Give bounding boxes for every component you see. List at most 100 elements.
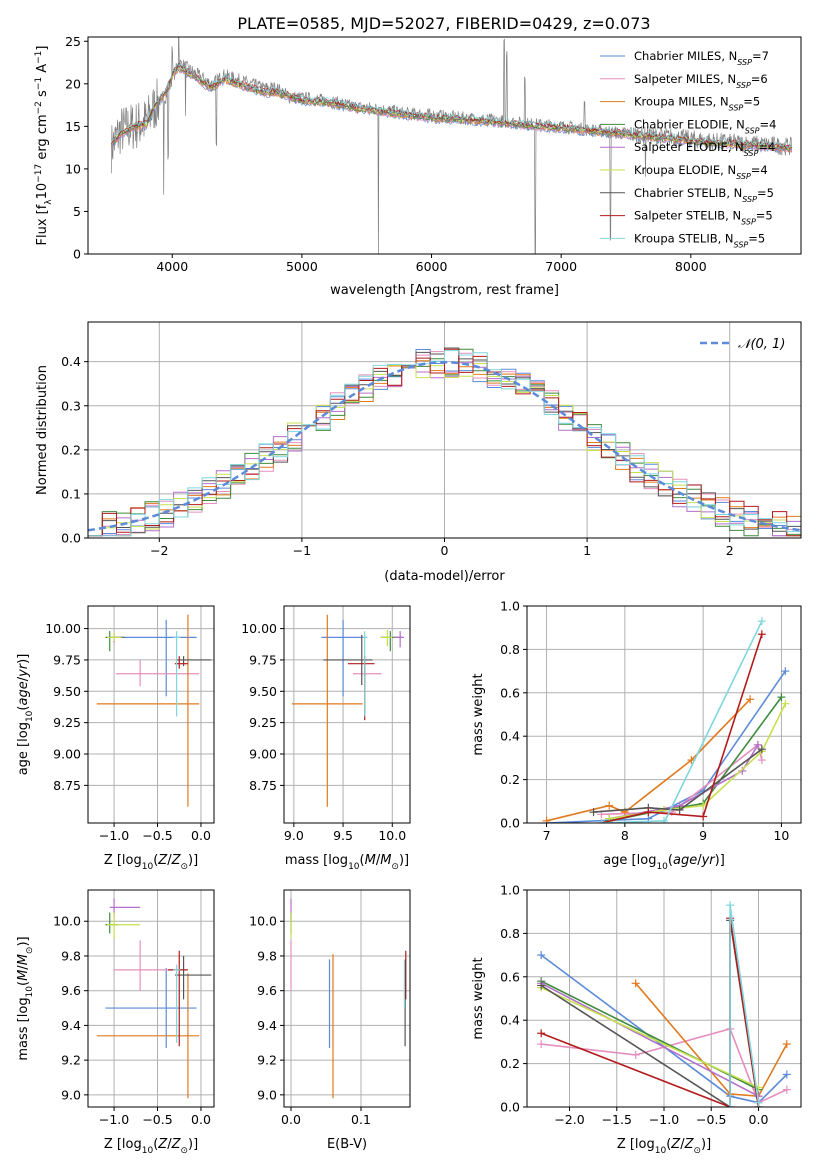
x-axis-label: Z [log10(Z/Z⊙)]	[104, 853, 198, 872]
y-tick-label: 15	[65, 119, 81, 134]
x-tick-label: −1.0	[99, 1112, 129, 1127]
x-tick-label: 8	[621, 828, 629, 843]
x-axis-label: age [log10(age/yr)]	[603, 853, 725, 872]
label-part: ⊙	[25, 947, 35, 955]
y-tick-label: 0.3	[61, 398, 81, 413]
y-tick-label: 0	[73, 247, 81, 262]
label-part: )]	[188, 853, 198, 868]
mass-weight-line	[601, 633, 763, 823]
legend-text: Chabrier ELODIE, N	[634, 117, 745, 131]
panel-mass-vs-EBV: 0.0 0.1 9.0 9.2 9.4 9.6 9.8 10.0	[249, 889, 411, 1127]
label-part: )]	[16, 936, 31, 946]
y-tick-label: 9.8	[257, 948, 277, 963]
label-part: 10	[35, 183, 50, 200]
mass-weight-line	[540, 954, 788, 1104]
legend-entry: Salpeter ELODIE, NSSP=4	[634, 140, 775, 158]
y-tick-label: 9.8	[61, 948, 81, 963]
legend-text: =5	[756, 209, 773, 223]
x-axis-label: Z [log10(Z/Z⊙)]	[617, 1137, 711, 1156]
x-tick-label: 0.0	[749, 1112, 769, 1127]
legend-entry: Kroupa STELIB, NSSP=5	[634, 231, 765, 249]
label-part: −17	[34, 164, 44, 183]
y-tick-label: 9.50	[249, 684, 277, 699]
legend-text: Kroupa ELODIE, N	[634, 163, 736, 177]
axes-frame	[87, 889, 215, 1108]
label-part: (	[153, 853, 158, 868]
label-part: age	[16, 681, 31, 705]
label-part: ]	[35, 46, 50, 51]
y-tick-label: 8.75	[249, 778, 277, 793]
y-tick-label: 0.4	[500, 1013, 520, 1028]
label-part: −1	[34, 77, 44, 90]
x-axis-label: Z [log10(Z/Z⊙)]	[104, 1137, 198, 1156]
label-part: age	[673, 853, 697, 868]
y-tick-label: 9.0	[61, 1087, 81, 1102]
legend-subscript: SSP	[734, 240, 749, 249]
model-spectrum-line	[110, 67, 792, 153]
label-part: ⊙	[180, 1146, 188, 1156]
legend-subscript: SSP	[741, 217, 756, 226]
model-spectrum-line	[110, 66, 793, 153]
x-tick-label: 0.0	[281, 1112, 301, 1127]
x-tick-label: 9.5	[333, 828, 353, 843]
x-tick-label: 0.0	[191, 1112, 211, 1127]
legend-text: =4	[760, 117, 777, 131]
x-tick-label: −0.5	[142, 1112, 172, 1127]
legend-text: Kroupa MILES, N	[634, 95, 729, 109]
x-tick-label: 6000	[416, 259, 448, 274]
label-part: /	[697, 853, 702, 868]
y-tick-label: 9.75	[249, 652, 277, 667]
label-part: λ	[44, 199, 54, 205]
plot-area	[291, 614, 405, 807]
y-tick-label: 10.00	[241, 621, 277, 636]
y-tick-label: 1.0	[500, 599, 520, 614]
label-part: M	[16, 970, 31, 981]
x-tick-label: −1.0	[649, 1112, 679, 1127]
label-part: (	[153, 1137, 158, 1152]
legend-entry: 𝒩(0, 1)	[738, 337, 785, 352]
x-axis-label: mass [log10(M/M⊙)]	[285, 853, 409, 872]
residual-histogram	[88, 350, 801, 537]
legend-subscript: SSP	[737, 58, 752, 67]
x-tick-label: 2	[726, 543, 734, 558]
y-axis-label: age [log10(age/yr)]	[16, 654, 35, 776]
label-part: yr	[701, 853, 717, 868]
y-tick-label: 8.75	[53, 778, 81, 793]
x-tick-label: 4000	[156, 259, 188, 274]
label-part: ⊙	[391, 862, 399, 872]
label-part: Z	[670, 1137, 681, 1152]
y-tick-label: 5	[73, 204, 81, 219]
y-axis-label: Flux [fλ10−17 erg cm−2 s−1 A−1]	[34, 46, 54, 246]
legend-entry: Salpeter MILES, NSSP=6	[634, 72, 768, 90]
label-part: /	[16, 676, 31, 681]
x-tick-label: 8000	[675, 259, 707, 274]
x-tick-label: −0.5	[142, 828, 172, 843]
panel-weight-vs-Z: −2.0 −1.5 −1.0 −0.5 0.0 0.0 0.2 0.4 0.6 0.8 1.0 Z […	[471, 883, 802, 1156]
mass-weight-line	[546, 698, 751, 822]
legend-subscript: SSP	[745, 126, 760, 135]
y-axis-label: mass [log10(M/M⊙)]	[16, 936, 35, 1060]
legend-entry: Salpeter STELIB, NSSP=5	[634, 209, 773, 227]
label-part: erg cm	[35, 114, 50, 163]
mass-weight-line	[540, 986, 759, 1089]
label-part: 10	[655, 1146, 667, 1156]
legend-entry: Chabrier MILES, NSSP=7	[634, 49, 769, 67]
x-tick-label: −1.5	[602, 1112, 632, 1127]
label-part: Z [log	[104, 853, 142, 868]
x-tick-label: −2.0	[554, 1112, 584, 1127]
label-part: Flux [f	[35, 204, 50, 245]
label-part: Z [log	[104, 1137, 142, 1152]
y-tick-label: 9.00	[249, 747, 277, 762]
model-spectrum-line	[110, 63, 793, 150]
legend-text: =7	[752, 49, 769, 63]
legend-subscript: SSP	[729, 103, 744, 112]
panel-age-vs-Z: −1.0 −0.5 0.0 8.75 9.00 9.25 9.50 9.75 10.00 Z [l…	[16, 605, 215, 872]
y-tick-label: 9.4	[257, 1018, 277, 1033]
plot-area	[96, 614, 212, 807]
label-part: 10	[25, 986, 35, 998]
x-tick-label: 0.0	[191, 828, 211, 843]
label-part: Z	[171, 853, 182, 868]
x-axis-label: wavelength [Angstrom, rest frame]	[330, 283, 559, 298]
label-part: Z	[171, 1137, 182, 1152]
